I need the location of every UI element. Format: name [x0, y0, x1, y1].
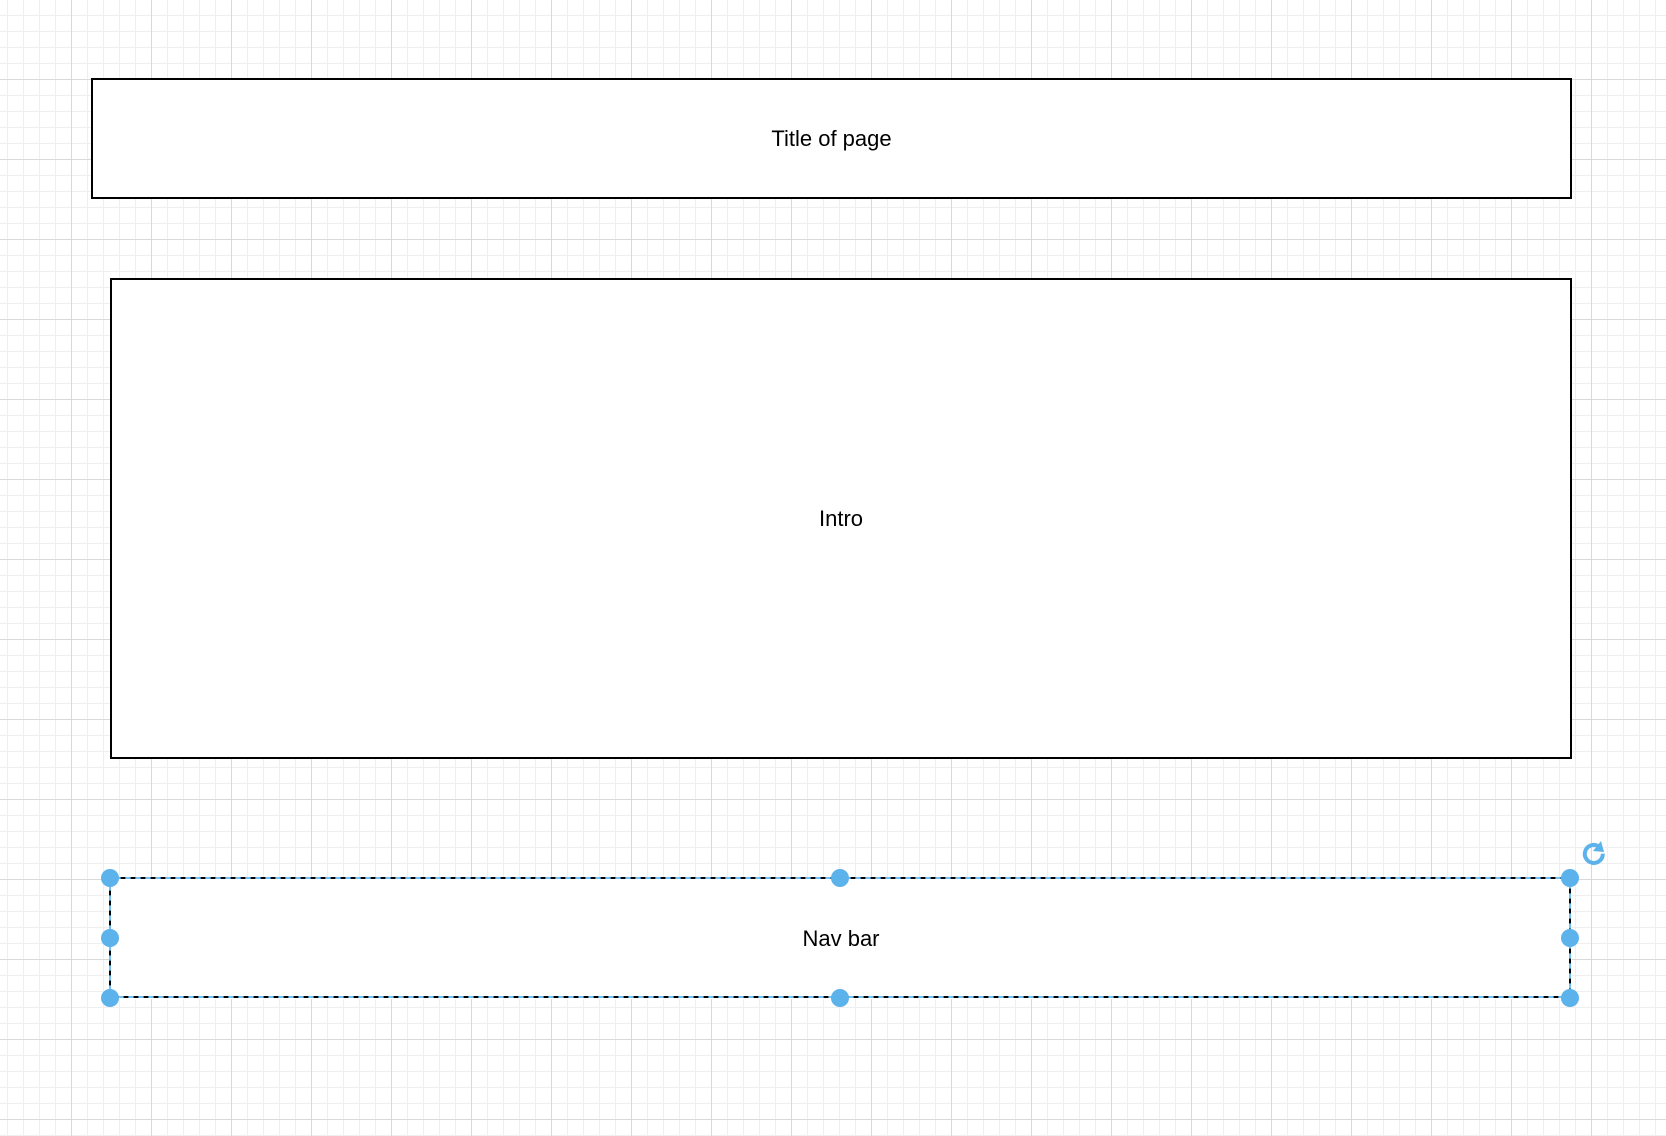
resize-handle-top-left[interactable]	[101, 869, 119, 887]
shape-label: Title of page	[771, 125, 892, 151]
resize-handle-bottom[interactable]	[831, 989, 849, 1007]
resize-handle-top[interactable]	[831, 869, 849, 887]
resize-handle-bottom-right[interactable]	[1561, 989, 1579, 1007]
resize-handle-right[interactable]	[1561, 929, 1579, 947]
resize-handle-left[interactable]	[101, 929, 119, 947]
nav-bar-shape[interactable]: Nav bar	[110, 878, 1572, 999]
intro-shape[interactable]: Intro	[110, 278, 1572, 759]
shape-label: Nav bar	[802, 925, 880, 951]
resize-handle-bottom-left[interactable]	[101, 989, 119, 1007]
resize-handle-top-right[interactable]	[1561, 869, 1579, 887]
rotate-icon[interactable]	[1580, 840, 1608, 868]
shape-label: Intro	[818, 505, 864, 531]
title-of-page-shape[interactable]: Title of page	[91, 78, 1572, 199]
